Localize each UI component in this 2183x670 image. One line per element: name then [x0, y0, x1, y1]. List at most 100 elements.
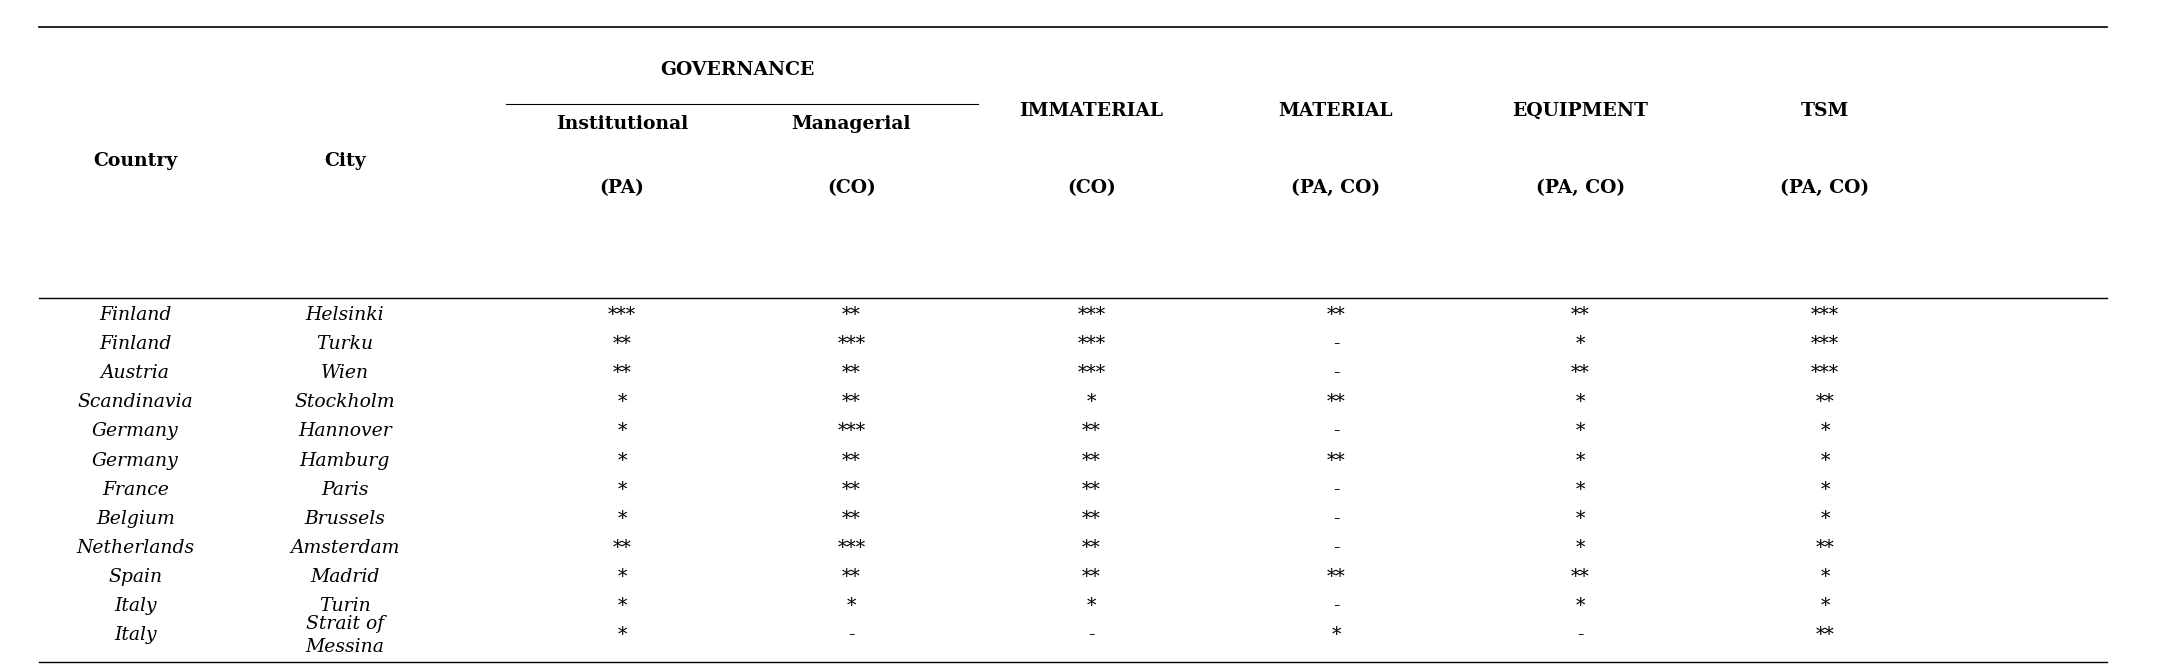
Text: -: -: [1334, 364, 1338, 382]
Text: -: -: [849, 626, 854, 645]
Text: Austria: Austria: [100, 364, 170, 382]
Text: Italy: Italy: [114, 598, 157, 615]
Text: Germany: Germany: [92, 423, 179, 440]
Text: Wien: Wien: [321, 364, 369, 382]
Text: Managerial: Managerial: [792, 115, 910, 133]
Text: **: **: [1816, 539, 1834, 557]
Text: **: **: [1083, 423, 1100, 440]
Text: **: **: [1816, 626, 1834, 645]
Text: -: -: [1334, 423, 1338, 440]
Text: ***: ***: [1078, 364, 1105, 382]
Text: Strait of
Messina: Strait of Messina: [306, 615, 384, 655]
Text: ***: ***: [1078, 306, 1105, 324]
Text: **: **: [843, 306, 860, 324]
Text: Turku: Turku: [317, 335, 373, 353]
Text: Germany: Germany: [92, 452, 179, 470]
Text: France: France: [103, 481, 168, 498]
Text: **: **: [843, 393, 860, 411]
Text: **: **: [613, 335, 631, 353]
Text: *: *: [1821, 423, 1829, 440]
Text: *: *: [618, 423, 627, 440]
Text: *: *: [618, 598, 627, 615]
Text: *: *: [618, 452, 627, 470]
Text: Belgium: Belgium: [96, 510, 175, 528]
Text: Hamburg: Hamburg: [299, 452, 391, 470]
Text: **: **: [1327, 568, 1345, 586]
Text: *: *: [618, 510, 627, 528]
Text: *: *: [1576, 335, 1585, 353]
Text: ***: ***: [1078, 335, 1105, 353]
Text: **: **: [613, 364, 631, 382]
Text: ***: ***: [1812, 306, 1838, 324]
Text: -: -: [1334, 539, 1338, 557]
Text: **: **: [843, 510, 860, 528]
Text: *: *: [1821, 598, 1829, 615]
Text: **: **: [843, 481, 860, 498]
Text: (CO): (CO): [827, 179, 875, 196]
Text: **: **: [1327, 393, 1345, 411]
Text: **: **: [1327, 452, 1345, 470]
Text: Amsterdam: Amsterdam: [290, 539, 399, 557]
Text: -: -: [1578, 626, 1583, 645]
Text: *: *: [1821, 452, 1829, 470]
Text: *: *: [1576, 393, 1585, 411]
Text: Stockholm: Stockholm: [295, 393, 395, 411]
Text: ***: ***: [1812, 364, 1838, 382]
Text: TSM: TSM: [1801, 102, 1849, 119]
Text: *: *: [1332, 626, 1340, 645]
Text: **: **: [1572, 364, 1589, 382]
Text: Netherlands: Netherlands: [76, 539, 194, 557]
Text: *: *: [1576, 423, 1585, 440]
Text: *: *: [618, 626, 627, 645]
Text: Finland: Finland: [98, 306, 172, 324]
Text: Spain: Spain: [109, 568, 162, 586]
Text: **: **: [613, 539, 631, 557]
Text: Finland: Finland: [98, 335, 172, 353]
Text: *: *: [1576, 539, 1585, 557]
Text: (PA, CO): (PA, CO): [1292, 179, 1380, 196]
Text: **: **: [1816, 393, 1834, 411]
Text: MATERIAL: MATERIAL: [1279, 102, 1393, 119]
Text: **: **: [1083, 481, 1100, 498]
Text: *: *: [847, 598, 856, 615]
Text: **: **: [1083, 568, 1100, 586]
Text: City: City: [323, 152, 367, 170]
Text: *: *: [618, 481, 627, 498]
Text: Hannover: Hannover: [299, 423, 391, 440]
Text: **: **: [843, 452, 860, 470]
Text: *: *: [1576, 598, 1585, 615]
Text: *: *: [1821, 481, 1829, 498]
Text: **: **: [843, 568, 860, 586]
Text: *: *: [1576, 510, 1585, 528]
Text: ***: ***: [609, 306, 635, 324]
Text: Italy: Italy: [114, 626, 157, 645]
Text: (CO): (CO): [1067, 179, 1116, 196]
Text: **: **: [1083, 452, 1100, 470]
Text: *: *: [1576, 452, 1585, 470]
Text: **: **: [843, 364, 860, 382]
Text: -: -: [1334, 598, 1338, 615]
Text: Country: Country: [94, 152, 177, 170]
Text: ***: ***: [838, 335, 864, 353]
Text: ***: ***: [838, 423, 864, 440]
Text: -: -: [1089, 626, 1094, 645]
Text: ***: ***: [838, 539, 864, 557]
Text: **: **: [1083, 539, 1100, 557]
Text: Brussels: Brussels: [303, 510, 386, 528]
Text: *: *: [1821, 568, 1829, 586]
Text: **: **: [1083, 510, 1100, 528]
Text: Scandinavia: Scandinavia: [79, 393, 192, 411]
Text: *: *: [1087, 598, 1096, 615]
Text: -: -: [1334, 335, 1338, 353]
Text: -: -: [1334, 481, 1338, 498]
Text: Turin: Turin: [319, 598, 371, 615]
Text: (PA, CO): (PA, CO): [1537, 179, 1624, 196]
Text: GOVERNANCE: GOVERNANCE: [661, 62, 814, 79]
Text: **: **: [1327, 306, 1345, 324]
Text: EQUIPMENT: EQUIPMENT: [1513, 102, 1648, 119]
Text: Helsinki: Helsinki: [306, 306, 384, 324]
Text: *: *: [618, 393, 627, 411]
Text: ***: ***: [1812, 335, 1838, 353]
Text: IMMATERIAL: IMMATERIAL: [1019, 102, 1164, 119]
Text: **: **: [1572, 568, 1589, 586]
